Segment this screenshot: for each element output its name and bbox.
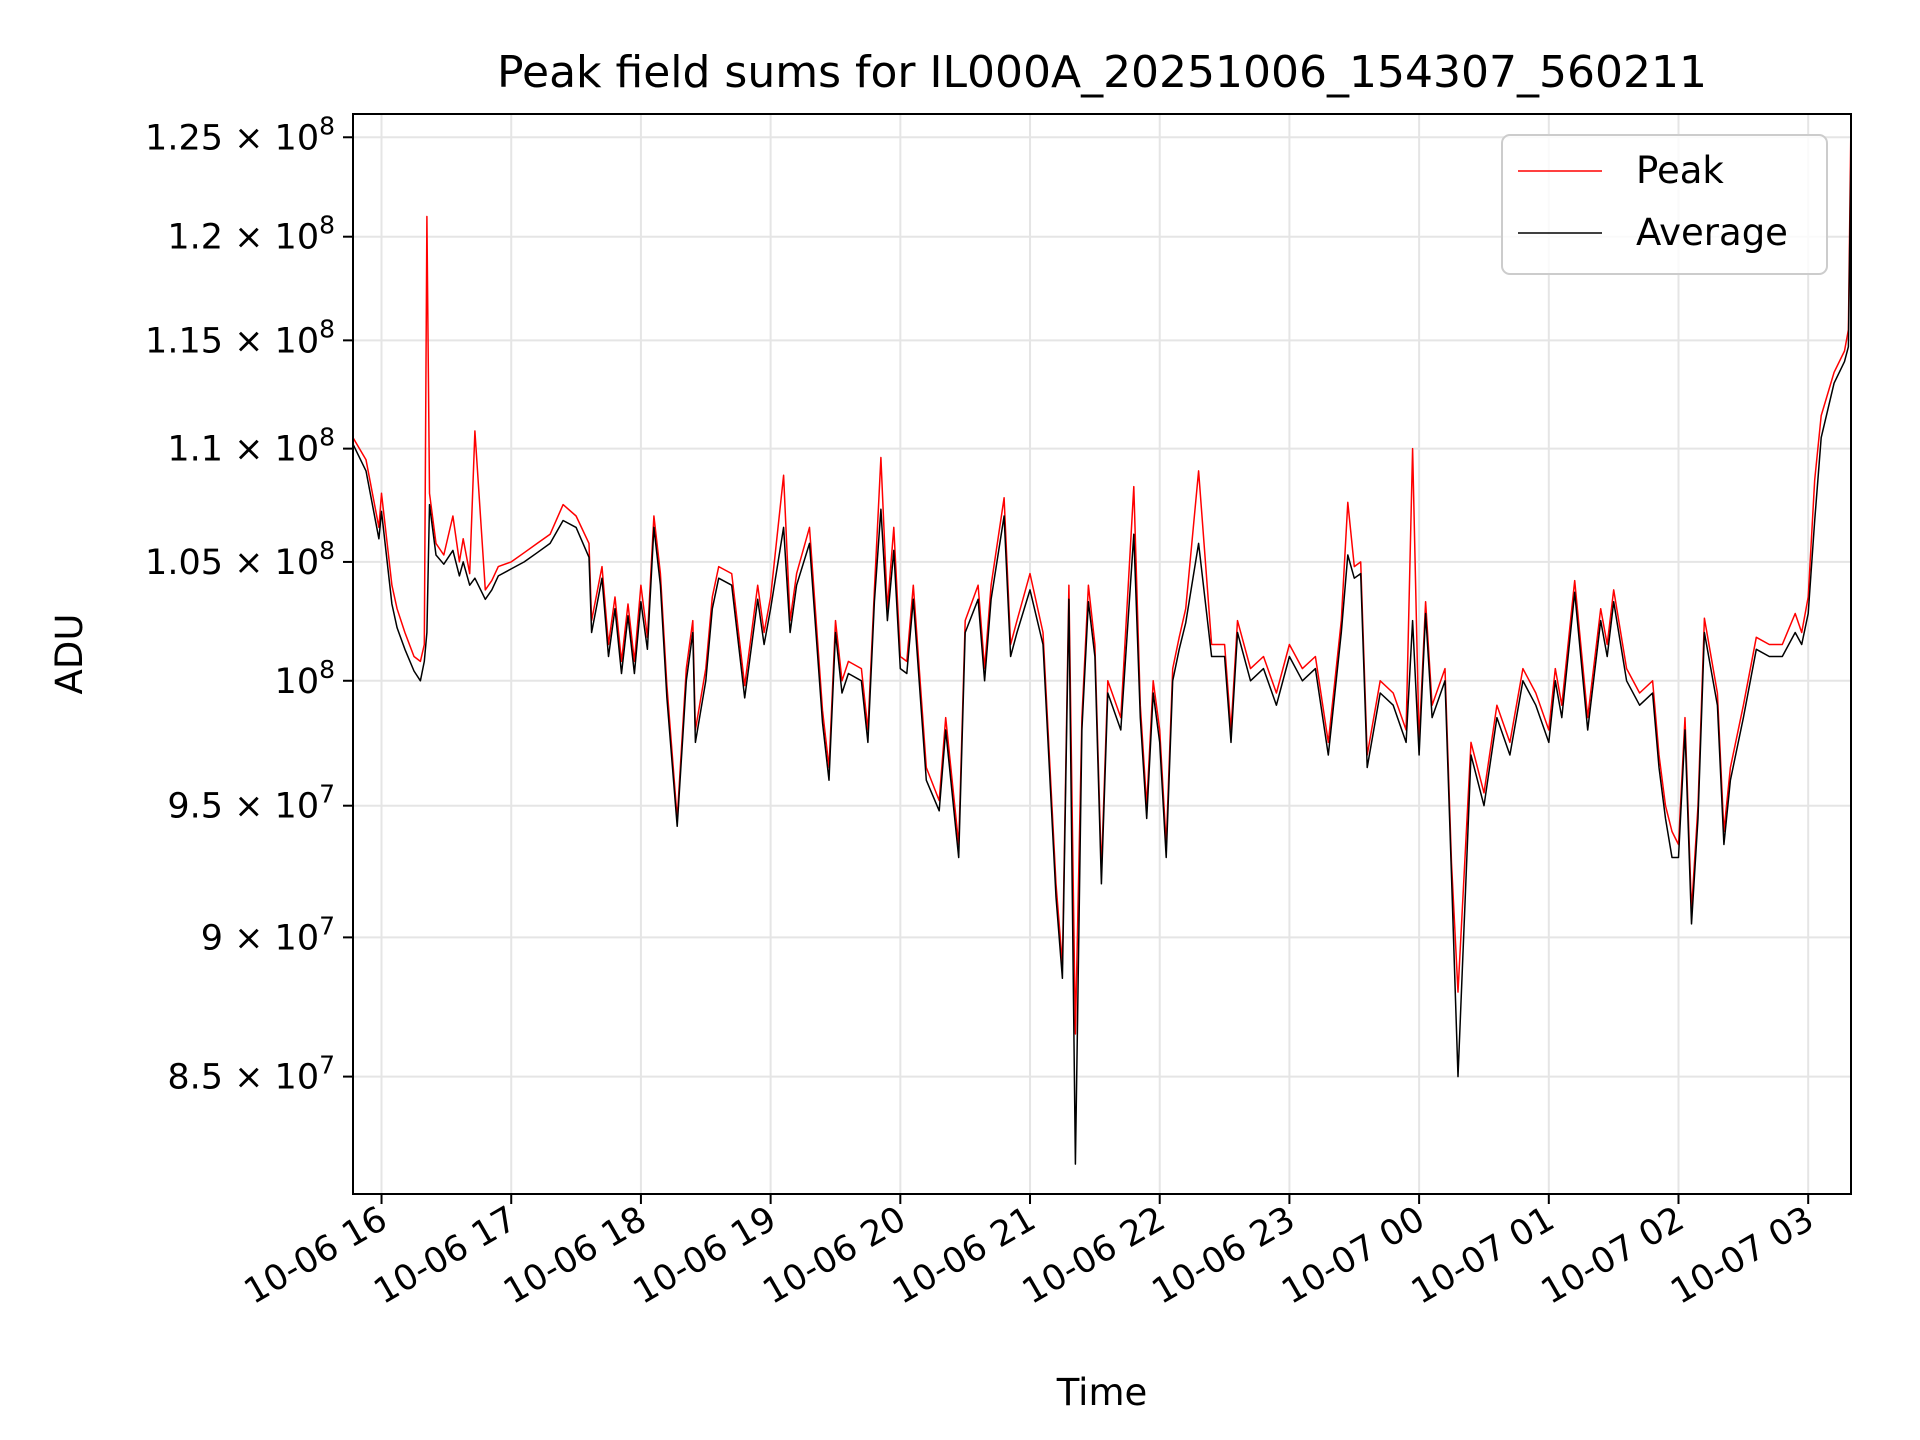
y-tick-exponent: 8 (319, 211, 335, 240)
y-tick-mantissa: 1.15 × 10 (145, 321, 319, 361)
y-tick-label: 1.2 × 108 (167, 211, 335, 258)
y-tick-mantissa: 1.05 × 10 (145, 543, 319, 583)
y-tick-mantissa: 10 (275, 662, 320, 702)
y-tick-exponent: 8 (319, 423, 335, 452)
y-tick-exponent: 8 (319, 111, 335, 140)
legend-box (1501, 134, 1828, 275)
y-tick-exponent: 8 (319, 314, 335, 343)
y-tick-label: 1.15 × 108 (145, 314, 335, 361)
legend-peak-label: Peak (1636, 149, 1724, 192)
y-tick-mantissa: 1.25 × 10 (145, 118, 319, 158)
y-tick-label: 108 (275, 655, 335, 702)
y-tick-mantissa: 9.5 × 10 (167, 787, 319, 827)
y-tick-mantissa: 9 × 10 (201, 918, 319, 958)
y-tick-exponent: 7 (319, 780, 335, 809)
y-tick-mantissa: 1.2 × 10 (167, 218, 319, 258)
y-tick-exponent: 7 (319, 911, 335, 940)
legend-average-label: Average (1636, 211, 1788, 254)
y-tick-label: 9 × 107 (201, 911, 335, 958)
y-tick-label: 8.5 × 107 (167, 1051, 335, 1098)
y-tick-exponent: 8 (319, 536, 335, 565)
y-tick-mantissa: 1.1 × 10 (167, 430, 319, 470)
plot-frame (352, 113, 1852, 1195)
y-tick-label: 1.1 × 108 (167, 423, 335, 470)
y-tick-label: 9.5 × 107 (167, 780, 335, 827)
y-tick-exponent: 7 (319, 1051, 335, 1080)
x-axis-label: Time (1056, 1371, 1148, 1414)
series-layer (353, 117, 1851, 1165)
y-tick-label: 1.05 × 108 (145, 536, 335, 583)
series-line-average (353, 146, 1851, 1165)
y-tick-mantissa: 8.5 × 10 (167, 1058, 319, 1098)
legend: Peak Average (1501, 134, 1828, 275)
y-axis-label: ADU (48, 614, 91, 695)
y-tick-exponent: 8 (319, 655, 335, 684)
y-tick-label: 1.25 × 108 (145, 111, 335, 158)
chart-title: Peak field sums for IL000A_20251006_1543… (497, 47, 1707, 98)
